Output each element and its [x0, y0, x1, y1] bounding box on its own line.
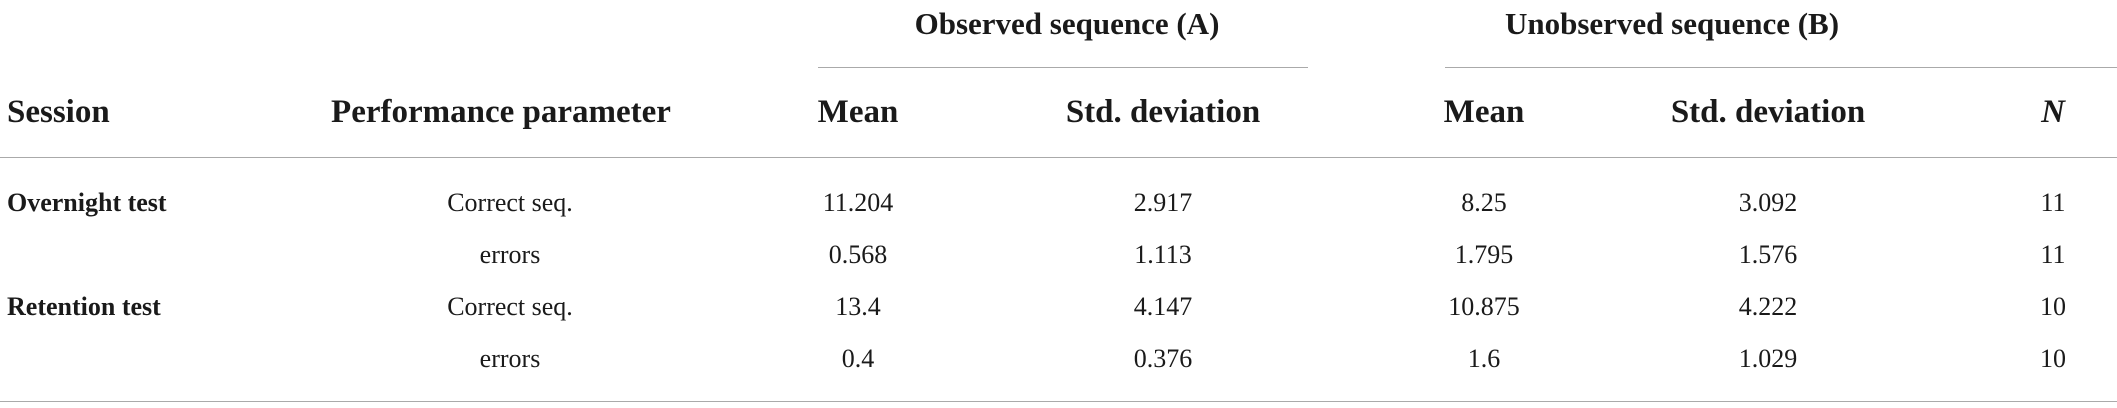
- row-a-sd: 4.147: [1133, 292, 1193, 321]
- row-a-sd: 1.113: [1134, 240, 1192, 269]
- row-b-mean: 1.795: [1454, 240, 1514, 269]
- group-header-observed: Observed sequence (A): [914, 6, 1220, 41]
- col-header-b-mean: Mean: [1443, 94, 1525, 130]
- row-session: Retention test: [7, 292, 161, 321]
- row-a-sd: 2.917: [1133, 188, 1193, 217]
- row-parameter: Correct seq.: [447, 188, 573, 217]
- row-a-mean: 0.568: [828, 240, 888, 269]
- col-header-a-mean: Mean: [817, 94, 899, 130]
- row-b-mean: 1.6: [1467, 344, 1501, 373]
- row-a-mean: 0.4: [841, 344, 875, 373]
- row-b-sd: 1.576: [1738, 240, 1798, 269]
- col-header-parameter: Performance parameter: [331, 94, 671, 130]
- row-a-sd: 0.376: [1133, 344, 1193, 373]
- row-session: Overnight test: [7, 188, 167, 217]
- row-b-mean: 8.25: [1461, 188, 1507, 217]
- row-b-sd: 3.092: [1738, 188, 1798, 217]
- group-header-unobserved: Unobserved sequence (B): [1504, 6, 1840, 41]
- col-header-session: Session: [7, 94, 110, 130]
- header-rule: [0, 157, 2117, 158]
- col-header-b-sd: Std. deviation: [1670, 94, 1866, 130]
- row-parameter: Correct seq.: [447, 292, 573, 321]
- bottom-rule: [0, 401, 2117, 402]
- group-rule-unobserved: [1445, 67, 2117, 68]
- col-header-a-sd: Std. deviation: [1065, 94, 1261, 130]
- row-n: 11: [2040, 188, 2066, 217]
- col-header-n: N: [2041, 94, 2065, 130]
- row-n: 10: [2040, 344, 2066, 373]
- row-n: 11: [2040, 240, 2066, 269]
- row-parameter: errors: [479, 240, 541, 269]
- row-b-sd: 1.029: [1738, 344, 1798, 373]
- row-n: 10: [2040, 292, 2066, 321]
- row-a-mean: 13.4: [835, 292, 881, 321]
- row-a-mean: 11.204: [822, 188, 894, 217]
- row-b-sd: 4.222: [1738, 292, 1798, 321]
- group-rule-observed: [818, 67, 1308, 68]
- row-b-mean: 10.875: [1448, 292, 1520, 321]
- row-parameter: errors: [479, 344, 541, 373]
